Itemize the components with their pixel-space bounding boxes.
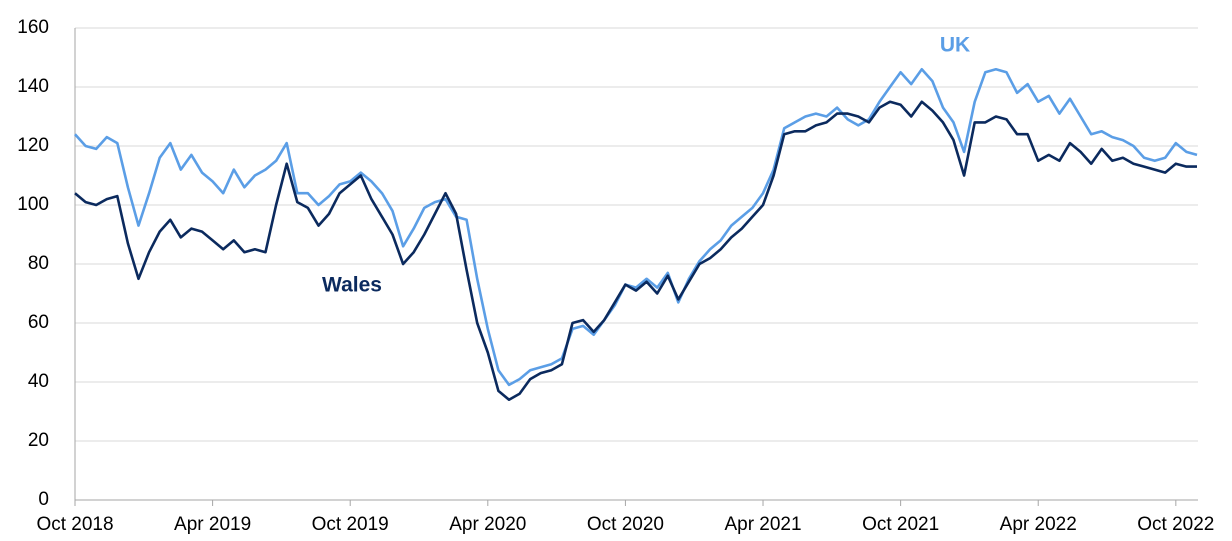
series-line <box>74 100 1197 401</box>
x-tick-label: Oct 2020 <box>587 514 664 535</box>
x-tick-label: Oct 2022 <box>1137 514 1214 535</box>
series-annotation: UK <box>940 34 970 57</box>
y-tick-label: 20 <box>28 430 49 451</box>
x-tick-label: Apr 2022 <box>1000 514 1077 535</box>
y-tick-label: 140 <box>17 76 49 97</box>
x-tick-label: Apr 2019 <box>174 514 251 535</box>
y-tick-label: 60 <box>28 312 49 333</box>
x-tick-label: Oct 2018 <box>36 514 113 535</box>
series-annotation: Wales <box>322 274 382 297</box>
x-tick-label: Apr 2020 <box>449 514 526 535</box>
y-tick-label: 80 <box>28 253 49 274</box>
x-tick-label: Oct 2021 <box>862 514 939 535</box>
y-tick-label: 120 <box>17 135 49 156</box>
y-tick-label: 100 <box>17 194 49 215</box>
y-tick-label: 160 <box>17 17 49 38</box>
x-tick-label: Oct 2019 <box>312 514 389 535</box>
series-line <box>74 68 1198 387</box>
y-tick-label: 0 <box>38 489 49 510</box>
x-tick-label: Apr 2021 <box>724 514 801 535</box>
y-tick-label: 40 <box>28 371 49 392</box>
